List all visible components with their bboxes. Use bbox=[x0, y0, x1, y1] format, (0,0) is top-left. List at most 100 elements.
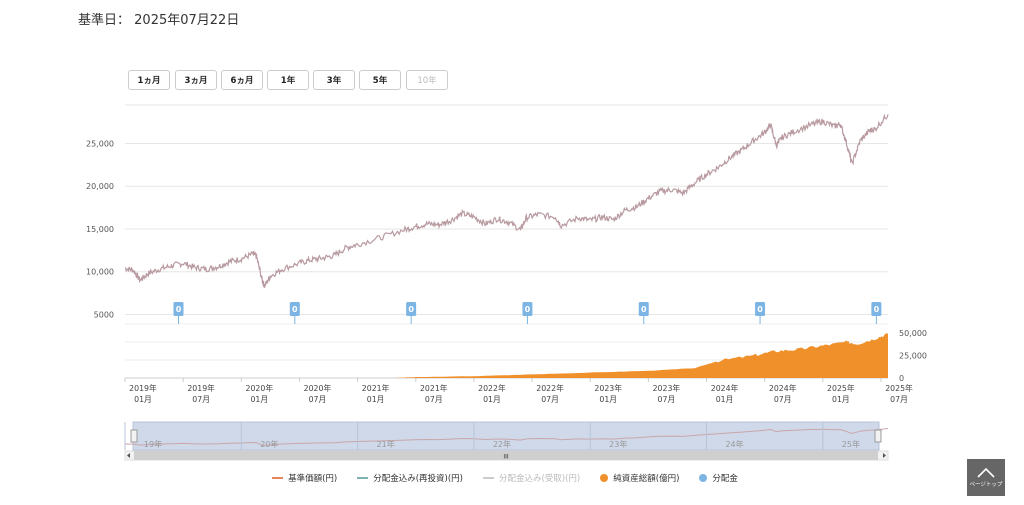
price-y-axis: 5000 10,000 15,000 20,000 25,000 bbox=[86, 139, 114, 319]
x-axis-month-label: 07月 bbox=[541, 395, 559, 404]
legend-marker-nav bbox=[272, 477, 284, 479]
price-y-tick: 10,000 bbox=[86, 268, 114, 277]
navigator-year-label: 21年 bbox=[377, 439, 395, 449]
x-axis-month-label: 01月 bbox=[832, 395, 850, 404]
base-date-value: 2025年07月22日 bbox=[134, 13, 240, 28]
distribution-flag[interactable] bbox=[871, 302, 882, 316]
distribution-label: 0 bbox=[641, 305, 647, 314]
distribution-markers: 0 0 0 0 0 0 0 bbox=[173, 302, 882, 324]
scrollbar-grip: III bbox=[503, 454, 509, 461]
distribution-label: 0 bbox=[292, 305, 298, 314]
x-axis-month-label: 07月 bbox=[890, 395, 908, 404]
net-assets-series bbox=[392, 333, 888, 378]
x-axis-month-label: 07月 bbox=[192, 395, 210, 404]
price-chart: 5000 10,000 15,000 20,000 25,000 0 25,000 50,0… bbox=[86, 104, 927, 461]
net-assets-y-tick: 25,000 bbox=[899, 352, 927, 361]
chevron-up-icon bbox=[977, 467, 995, 478]
range-button-5y[interactable]: 5年 bbox=[359, 70, 401, 90]
x-axis-month-label: 01月 bbox=[599, 395, 617, 404]
distribution-label: 0 bbox=[176, 305, 182, 314]
x-axis-year-label: 2023年 bbox=[594, 383, 622, 393]
legend-label-reinvest: 分配金込み(再投資)(円) bbox=[373, 474, 463, 484]
legend-item-net-assets[interactable]: 純資産総額(億円) bbox=[600, 472, 679, 484]
navigator-year-label: 19年 bbox=[144, 439, 162, 449]
x-axis-year-label: 2020年 bbox=[245, 383, 273, 393]
navigator-mini-line bbox=[124, 428, 889, 447]
x-axis-year-label: 2025年 bbox=[885, 383, 913, 393]
grid-lines bbox=[125, 104, 888, 379]
legend-item-reinvest[interactable]: 分配金込み(再投資)(円) bbox=[357, 472, 463, 484]
net-assets-y-tick: 0 bbox=[899, 374, 904, 383]
range-button-1y[interactable]: 1年 bbox=[267, 70, 309, 90]
x-axis-year-label: 2021年 bbox=[420, 383, 448, 393]
legend-item-received[interactable]: 分配金込み(受取)(円) bbox=[482, 472, 581, 484]
x-axis-month-label: 01月 bbox=[134, 395, 152, 404]
x-axis-month-label: 07月 bbox=[774, 395, 792, 404]
page-top-button[interactable]: ページトップ bbox=[967, 459, 1005, 496]
distribution-flag[interactable] bbox=[289, 302, 300, 316]
legend-label-received: 分配金込み(受取)(円) bbox=[498, 474, 581, 484]
x-axis-month-label: 01月 bbox=[367, 395, 385, 404]
legend-label-distribution: 分配金 bbox=[712, 474, 738, 484]
base-date-label: 基準日： bbox=[78, 13, 131, 28]
net-assets-area bbox=[392, 333, 888, 378]
legend: 基準価額(円) 分配金込み(再投資)(円) 分配金込み(受取)(円) 純資産総額… bbox=[0, 472, 1010, 484]
range-button-3m[interactable]: 3ヵ月 bbox=[175, 70, 217, 90]
x-axis-year-label: 2019年 bbox=[187, 383, 215, 393]
distribution-flag[interactable] bbox=[638, 302, 649, 316]
price-y-tick: 15,000 bbox=[86, 225, 114, 234]
navigator-handle-right[interactable] bbox=[874, 429, 882, 443]
range-button-10y: 10年 bbox=[406, 70, 448, 90]
x-axis-month-label: 07月 bbox=[658, 395, 676, 404]
navigator-year-label: 23年 bbox=[609, 439, 627, 449]
legend-item-nav[interactable]: 基準価額(円) bbox=[272, 472, 337, 484]
legend-item-distribution[interactable]: 分配金 bbox=[699, 472, 738, 484]
distribution-label: 0 bbox=[525, 305, 531, 314]
x-axis-year-label: 2024年 bbox=[769, 383, 797, 393]
distribution-flag[interactable] bbox=[173, 302, 184, 316]
legend-marker-distribution bbox=[699, 474, 708, 482]
navigator-year-label: 24年 bbox=[725, 439, 743, 449]
price-y-tick: 20,000 bbox=[86, 182, 114, 191]
x-axis-year-label: 2023年 bbox=[653, 383, 681, 393]
price-line-group bbox=[124, 113, 889, 288]
legend-label-nav: 基準価額(円) bbox=[288, 474, 338, 484]
legend-marker-net-assets bbox=[600, 474, 609, 482]
distribution-flag[interactable] bbox=[406, 302, 417, 316]
scrollbar-thumb[interactable] bbox=[134, 451, 878, 460]
x-axis-year-label: 2022年 bbox=[478, 383, 506, 393]
x-axis: 2019年 01月 2019年 07月 2020年 01月 2020年 07月 2021年 01月… bbox=[124, 378, 913, 404]
scroll-right-arrow-icon[interactable] bbox=[883, 453, 886, 458]
x-axis-year-label: 2020年 bbox=[304, 383, 332, 393]
base-date: 基準日： 2025年07月22日 bbox=[78, 9, 239, 28]
x-axis-month-label: 07月 bbox=[425, 395, 443, 404]
legend-label-net-assets: 純資産総額(億円) bbox=[613, 474, 680, 484]
x-axis-year-label: 2024年 bbox=[711, 383, 739, 393]
distribution-label: 0 bbox=[757, 305, 763, 314]
navigator[interactable]: 19年 20年 21年 22年 23年 24年 25年 III bbox=[124, 421, 889, 461]
navigator-year-label: 22年 bbox=[493, 439, 511, 449]
page-top-label: ページトップ bbox=[969, 482, 1003, 488]
scroll-left-arrow-icon[interactable] bbox=[127, 453, 130, 458]
navigator-year-label: 20年 bbox=[260, 439, 278, 449]
distribution-flag[interactable] bbox=[755, 302, 766, 316]
price-line bbox=[124, 113, 889, 288]
price-y-tick: 25,000 bbox=[86, 139, 114, 148]
range-button-3y[interactable]: 3年 bbox=[313, 70, 355, 90]
navigator-handle-left[interactable] bbox=[130, 429, 138, 443]
legend-marker-reinvest bbox=[357, 477, 369, 479]
x-axis-year-label: 2019年 bbox=[129, 383, 157, 393]
x-axis-year-label: 2025年 bbox=[827, 383, 855, 393]
x-axis-year-label: 2021年 bbox=[362, 383, 390, 393]
distribution-label: 0 bbox=[408, 305, 414, 314]
range-button-6m[interactable]: 6ヵ月 bbox=[221, 70, 263, 90]
price-y-tick: 5000 bbox=[94, 310, 114, 319]
x-axis-month-label: 01月 bbox=[716, 395, 734, 404]
legend-marker-received bbox=[482, 477, 494, 479]
range-button-1m[interactable]: 1ヵ月 bbox=[128, 70, 170, 90]
net-assets-y-tick: 50,000 bbox=[899, 329, 927, 338]
distribution-label: 0 bbox=[874, 305, 880, 314]
x-axis-month-label: 07月 bbox=[309, 395, 327, 404]
distribution-flag[interactable] bbox=[522, 302, 533, 316]
x-axis-month-label: 01月 bbox=[250, 395, 268, 404]
